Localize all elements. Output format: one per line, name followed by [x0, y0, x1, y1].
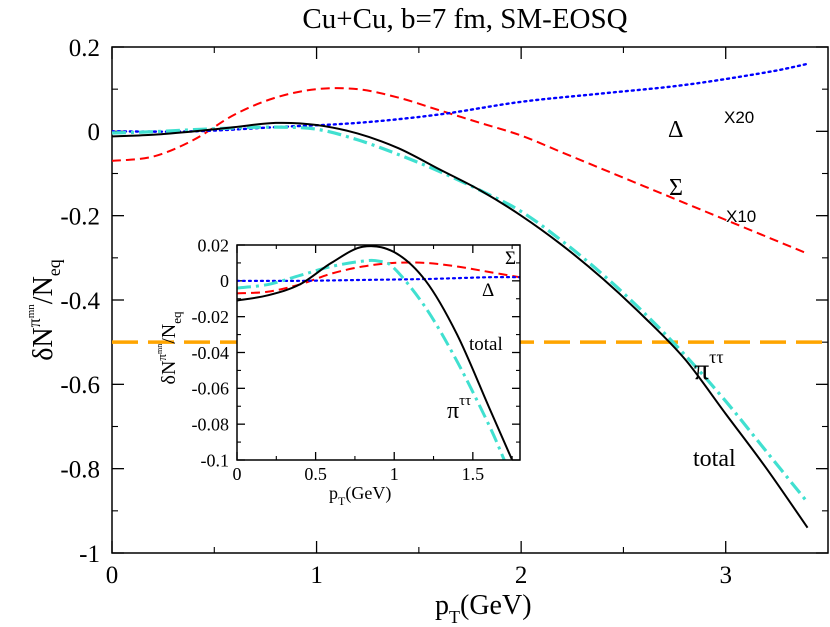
y-axis-label-slash-n: /N [28, 276, 59, 304]
inset-y-axis-label-delta: δ [158, 375, 180, 384]
y-axis-label-pi: π [24, 318, 44, 327]
annotation-total: total [693, 446, 736, 472]
chart-title: Cu+Cu, b=7 fm, SM-EOSQ [302, 3, 627, 35]
inset-series-line-total [237, 245, 514, 460]
inset-x-tick-label: 1.5 [462, 464, 485, 484]
inset-x-tick-label: 1 [390, 464, 399, 484]
series-line-total [112, 121, 809, 529]
inset-y-tick-label: -0.08 [192, 414, 230, 434]
main-x-tick-label: 2 [515, 562, 528, 589]
inset-series-group [237, 245, 520, 460]
annotation-sigma: Σ [669, 175, 683, 201]
y-axis-label-n: N [28, 327, 59, 347]
main-series-group [112, 62, 828, 529]
inset-y-tick-label: -0.04 [192, 343, 230, 363]
x-axis-label: pT(GeV) [435, 590, 532, 627]
inset-x-tick-label: 0 [233, 464, 242, 484]
annotation-pi-symbol: π [694, 353, 709, 386]
inset-annotation-delta: Δ [482, 280, 494, 301]
main-y-tick-label: -0.2 [60, 203, 100, 230]
y-axis-label-eq: eq [44, 259, 64, 276]
inset-y-axis-label-n: N [158, 361, 180, 375]
inset-x-axis-label-p: p [329, 483, 338, 503]
inset-x-axis-label-sub: T [338, 494, 346, 508]
inset-y-tick-label: 0 [220, 271, 229, 291]
main-y-tick-label: -0.8 [60, 456, 100, 483]
inset-annotation-pi-superscript: ττ [459, 393, 471, 409]
y-axis-label: δNπmn/Neq [24, 259, 64, 361]
series-line-sigma-x10 [112, 87, 808, 255]
inset-axis-ticks: 0 0.5 1 1.5 -0.1 -0.08 -0.06 -0.04 -0.02 0 0.02 [192, 235, 520, 484]
inset-y-axis-label-mn: mn [155, 344, 164, 354]
annotation-delta: Δ [668, 117, 683, 143]
inset-y-axis-label-slash-n: /N [158, 324, 180, 344]
inset-x-axis-label: pT(GeV) [329, 483, 391, 508]
inset-series-line-delta [237, 276, 520, 282]
inset-series-line-pi-tautau [237, 258, 506, 460]
main-y-tick-label: -0.6 [60, 372, 100, 399]
inset-series-line-sigma [237, 261, 520, 295]
main-axis-ticks: 0 1 2 3 -1 -0.8 -0.6 -0.4 -0.2 0 0.2 [60, 35, 828, 589]
series-line-delta-x20 [112, 62, 809, 133]
annotation-x10: X10 [726, 207, 756, 226]
inset-x-tick-label: 0.5 [304, 464, 327, 484]
main-x-tick-label: 1 [310, 562, 323, 589]
annotation-pi-superscript: ττ [709, 347, 723, 367]
main-x-tick-label: 0 [106, 562, 119, 589]
inset-annotation-pi-symbol: π [447, 398, 459, 424]
main-y-tick-label: 0 [88, 119, 101, 146]
main-y-tick-label: 0.2 [69, 35, 100, 62]
main-y-tick-label: -0.4 [60, 288, 100, 315]
inset-y-tick-label: -0.02 [192, 307, 230, 327]
y-axis-label-mn: mn [25, 304, 37, 319]
main-x-tick-label: 3 [719, 562, 732, 589]
inset-y-axis-label-pi: π [154, 354, 169, 361]
x-axis-label-p: p [435, 590, 449, 621]
inset-y-axis-label-eq: eq [169, 311, 184, 324]
x-axis-label-unit: (GeV) [460, 590, 532, 621]
inset-annotation-total: total [469, 334, 503, 355]
inset-y-tick-label: 0.02 [198, 235, 230, 255]
inset-annotation-sigma: Σ [505, 248, 516, 269]
x-axis-label-sub: T [449, 607, 460, 627]
main-y-tick-label: -1 [79, 541, 100, 568]
inset-x-axis-label-unit: (GeV) [345, 483, 391, 504]
annotation-pi: πττ [694, 347, 724, 386]
y-axis-label-delta: δ [28, 348, 59, 361]
inset-y-tick-label: -0.06 [192, 379, 230, 399]
inset-plot-frame [236, 244, 521, 461]
annotation-x20: X20 [724, 108, 754, 127]
inset-annotation-pi: πττ [447, 393, 471, 424]
inset-y-axis-label: δNπmn/Neq [154, 311, 184, 384]
inset-y-tick-label: -0.1 [201, 450, 230, 470]
